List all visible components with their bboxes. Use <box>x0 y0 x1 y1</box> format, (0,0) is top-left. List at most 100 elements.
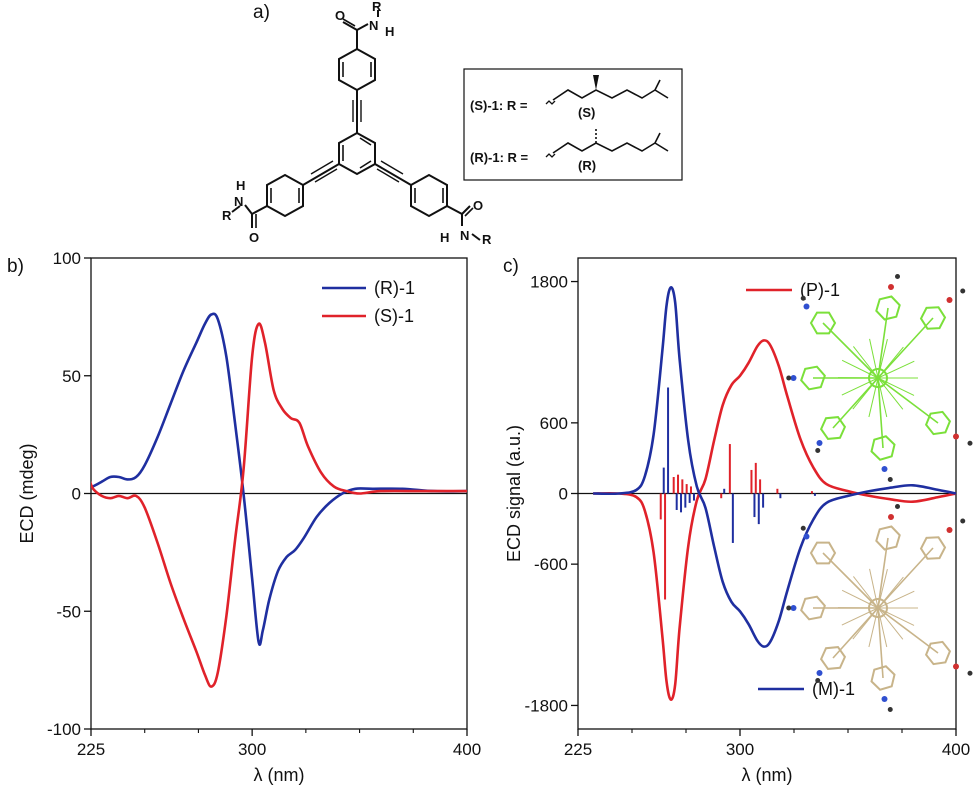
mol-bond <box>877 360 915 379</box>
chart-panel-c: 225 300 400 -1800 -600 0 600 1800 λ (nm) ECD sign… <box>504 257 970 785</box>
mol-bond <box>877 377 884 449</box>
mol-atom <box>816 440 823 446</box>
y-tick-label: -100 <box>47 720 81 739</box>
mol-ring <box>800 595 826 621</box>
mol-atom <box>800 295 806 301</box>
mol-ring <box>819 646 847 670</box>
panel-label-b: b) <box>7 256 24 277</box>
mol-atom <box>887 707 893 712</box>
green-molecule-image <box>786 274 973 482</box>
mol-bond <box>877 377 904 410</box>
atom-o-right: O <box>473 198 483 213</box>
mol-atom <box>881 696 888 702</box>
mol-atom <box>960 518 966 524</box>
atom-o-top: O <box>335 8 345 23</box>
y-tick-label: 0 <box>559 485 568 504</box>
y-tick-label: -600 <box>534 555 568 574</box>
atom-h-top: H <box>385 24 394 39</box>
mol-atom <box>887 477 893 482</box>
mol-atom <box>960 288 966 294</box>
mol-atom <box>895 504 900 509</box>
mol-atom <box>967 670 973 676</box>
central-benzene <box>338 131 376 176</box>
left-benzene <box>266 173 304 218</box>
mol-atom <box>881 466 888 472</box>
mol-bond <box>841 589 879 609</box>
atom-n-right: N <box>460 228 469 243</box>
mol-atom <box>888 514 894 520</box>
atom-r-top: R <box>372 0 382 14</box>
mol-core <box>868 368 888 388</box>
mol-bond <box>822 552 879 609</box>
x-tick-label: 400 <box>942 740 970 759</box>
mol-bond <box>841 377 879 396</box>
mol-atom <box>967 440 973 446</box>
mol-atom <box>786 605 792 611</box>
mol-bond <box>852 607 879 640</box>
mol-atom <box>895 274 900 279</box>
mol-ring <box>924 640 952 666</box>
top-benzene <box>338 47 376 92</box>
mol-atom <box>815 678 821 683</box>
x-axis-label: λ (nm) <box>742 765 793 785</box>
mol-ring <box>870 435 896 461</box>
mol-bond <box>852 377 879 410</box>
mol-bond <box>877 607 939 654</box>
y-axis-label: ECD signal (a.u.) <box>504 425 524 562</box>
mol-bond <box>877 377 888 418</box>
mol-atom <box>953 433 959 440</box>
atom-r-right: R <box>482 232 492 247</box>
mol-ring <box>919 306 947 330</box>
series-line <box>593 339 956 701</box>
legend-entry: (P)-1 <box>800 280 840 300</box>
tan-molecule-image <box>786 504 973 712</box>
mol-ring <box>819 416 847 440</box>
mol-atom <box>946 297 953 303</box>
x-axis-label: λ (nm) <box>254 765 305 785</box>
mol-atom <box>790 605 797 611</box>
chart-panel-b: 225 300 400 -100 -50 0 50 100 λ (nm) ECD (mdeg) (R… <box>17 249 481 785</box>
y-tick-label: -50 <box>56 602 81 621</box>
mol-bond <box>877 590 915 609</box>
mol-ring <box>870 665 896 691</box>
mol-bond <box>877 377 939 424</box>
mol-atom <box>786 375 792 381</box>
mol-atom <box>888 284 894 290</box>
mol-bond <box>877 339 888 379</box>
mol-bond <box>853 576 879 609</box>
mol-bond <box>877 607 904 640</box>
y-tick-label: -1800 <box>525 696 568 715</box>
mol-atom <box>803 303 810 310</box>
y-axis-label: ECD (mdeg) <box>17 443 37 543</box>
x-tick-label: 300 <box>238 740 266 759</box>
mol-atom <box>803 533 810 540</box>
mol-core <box>868 598 888 618</box>
mol-bond <box>877 607 884 679</box>
mol-atom <box>815 448 821 453</box>
mol-bond <box>869 568 879 609</box>
mol-bond <box>877 569 888 609</box>
legend-s-text: (S)-1: R = <box>470 98 528 113</box>
mol-atom <box>816 670 823 676</box>
molecule-structure: a) O N H R O <box>222 0 683 247</box>
mol-atom <box>800 525 806 531</box>
alkyne-right <box>374 163 412 186</box>
atom-h-right: H <box>440 230 449 245</box>
y-tick-label: 0 <box>72 485 81 504</box>
mol-bond <box>853 346 879 379</box>
mol-bond <box>877 547 934 609</box>
series-line <box>91 322 467 688</box>
mol-bond <box>877 317 934 379</box>
mol-bond <box>868 607 879 648</box>
mol-ring <box>809 541 837 565</box>
series-line <box>91 312 467 646</box>
mol-bond <box>877 377 915 396</box>
x-tick-label: 225 <box>564 740 592 759</box>
mol-bond <box>877 607 915 626</box>
mol-ring <box>875 525 901 551</box>
atom-n-left: N <box>234 194 243 209</box>
mol-bond <box>877 576 904 609</box>
panel-label-c: c) <box>503 256 519 277</box>
mol-ring <box>800 365 826 391</box>
